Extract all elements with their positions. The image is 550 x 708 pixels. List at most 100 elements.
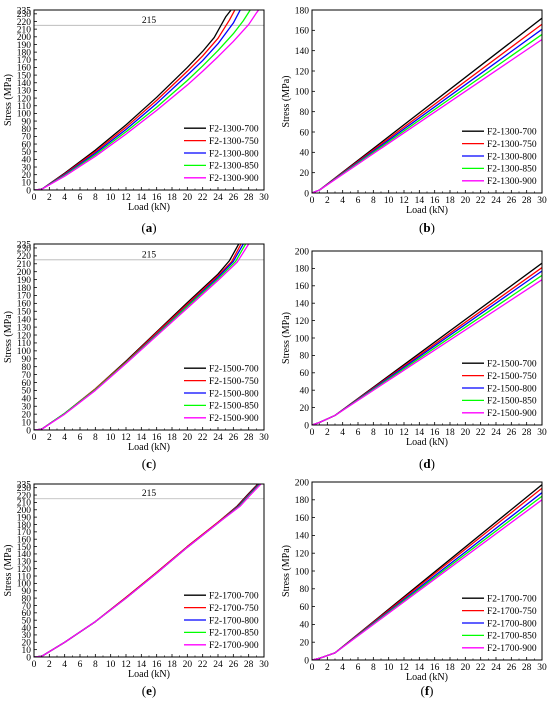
x-tick-label: 14 [415,663,425,673]
y-tick-label: 170 [17,56,32,66]
y-tick-label: 180 [17,521,32,531]
y-tick-label: 50 [22,148,32,158]
y-axis-label: Stress (MPa) [3,311,14,363]
legend-entry: F2-1300-750 [209,137,259,147]
series-group [34,484,262,657]
series-line-f2-1300-750 [34,10,236,190]
x-tick-label: 4 [340,663,345,673]
x-tick-label: 14 [137,193,147,203]
y-tick-label: 0 [304,189,309,199]
legend-entry: F2-1500-850 [209,402,259,412]
x-tick-label: 18 [445,196,455,206]
y-tick-label: 200 [295,247,310,257]
legend-entry: F2-1300-800 [487,152,537,162]
x-tick-label: 24 [491,663,501,673]
y-tick-label: 40 [300,621,310,631]
y-tick-label: 200 [17,33,32,43]
x-tick-label: 10 [384,663,394,673]
x-tick-label: 8 [371,196,376,206]
x-tick-label: 4 [340,196,345,206]
x-tick-label: 8 [371,428,376,438]
x-tick-label: 28 [522,663,532,673]
y-tick-label: 20 [300,169,310,179]
legend-entry: F2-1700-800 [209,616,259,626]
panel-b: 0 2 4 6 8 10 12 14 16 18 20 22 24 26 28 300204060801001… [281,6,547,235]
y-tick-label: 60 [300,603,310,613]
y-tick-label: 210 [17,25,32,35]
series-line-f2-1500-700 [34,244,240,430]
y-tick-label: 90 [22,587,32,597]
legend-entry: F2-1700-700 [209,592,259,602]
series-group [312,262,542,425]
y-tick-label: 60 [22,140,32,150]
x-tick-label: 16 [430,428,440,438]
legend-entry: F2-1500-750 [487,372,537,382]
y-tick-label: 90 [22,117,32,127]
y-tick-label: 235 [17,240,32,250]
y-tick-label: 60 [22,609,32,619]
x-tick-label: 14 [415,428,425,438]
y-tick-label: 210 [17,499,32,509]
y-tick-label: 80 [22,594,32,604]
x-tick-label: 18 [445,428,455,438]
x-tick-label: 16 [430,196,440,206]
x-tick-label: 12 [121,433,131,443]
x-tick-label: 28 [244,193,254,203]
y-tick-label: 40 [300,387,310,397]
x-tick-label: 8 [93,660,98,670]
legend-entry: F2-1300-850 [209,162,259,172]
legend-entry: F2-1300-700 [209,125,259,135]
series-group [312,17,542,193]
x-tick-label: 24 [491,196,501,206]
x-tick-label: 4 [62,193,67,203]
legend-entry: F2-1700-700 [487,595,537,605]
x-tick-label: 24 [213,193,223,203]
x-tick-label: 18 [167,660,177,670]
x-tick-label: 16 [152,660,162,670]
x-tick-label: 26 [229,193,239,203]
y-tick-label: 0 [304,656,309,666]
x-tick-label: 22 [198,193,208,203]
y-tick-label: 140 [295,532,310,542]
x-tick-label: 2 [325,428,330,438]
x-tick-label: 26 [507,663,517,673]
legend: F2-1500-700 F2-1500-750 F2-1500-800 F2-1500… [184,365,259,424]
legend-entry: F2-1500-750 [209,377,259,387]
x-axis-label: Load (kN) [406,205,448,216]
y-tick-label: 235 [17,480,32,490]
x-tick-label: 20 [183,433,193,443]
y-tick-label: 40 [300,149,310,159]
legend-entry: F2-1500-700 [209,365,259,375]
x-tick-label: 14 [137,660,147,670]
y-tick-label: 20 [22,410,32,420]
panel-d: 0 2 4 6 8 10 12 14 16 18 20 22 24 26 28 300204060801001… [281,247,547,471]
x-tick-label: 20 [461,663,471,673]
y-tick-label: 70 [22,133,32,143]
x-tick-label: 8 [93,433,98,443]
y-tick-label: 80 [300,585,310,595]
x-tick-label: 10 [106,660,116,670]
panel-f: 0 2 4 6 8 10 12 14 16 18 20 22 24 26 28 300204060801001… [281,478,547,698]
x-tick-label: 10 [384,428,394,438]
y-tick-label: 60 [22,379,32,389]
x-tick-label: 26 [507,428,517,438]
y-tick-label: 220 [17,252,32,262]
legend-entry: F2-1300-850 [487,165,537,175]
y-tick-label: 150 [17,308,32,318]
legend: F2-1700-700 F2-1700-750 F2-1700-800 F2-1700… [184,592,259,651]
x-tick-label: 22 [476,428,486,438]
y-tick-label: 140 [295,300,310,310]
x-tick-label: 0 [32,433,37,443]
y-tick-label: 80 [22,125,32,135]
y-tick-label: 120 [17,94,32,104]
x-tick-label: 6 [78,660,83,670]
y-tick-label: 180 [295,496,310,506]
y-tick-label: 160 [17,536,32,546]
legend-entry: F2-1500-700 [487,360,537,370]
x-tick-label: 18 [445,663,455,673]
series-line-f2-1300-900 [312,38,542,193]
x-tick-label: 22 [476,663,486,673]
y-tick-label: 110 [17,339,31,349]
